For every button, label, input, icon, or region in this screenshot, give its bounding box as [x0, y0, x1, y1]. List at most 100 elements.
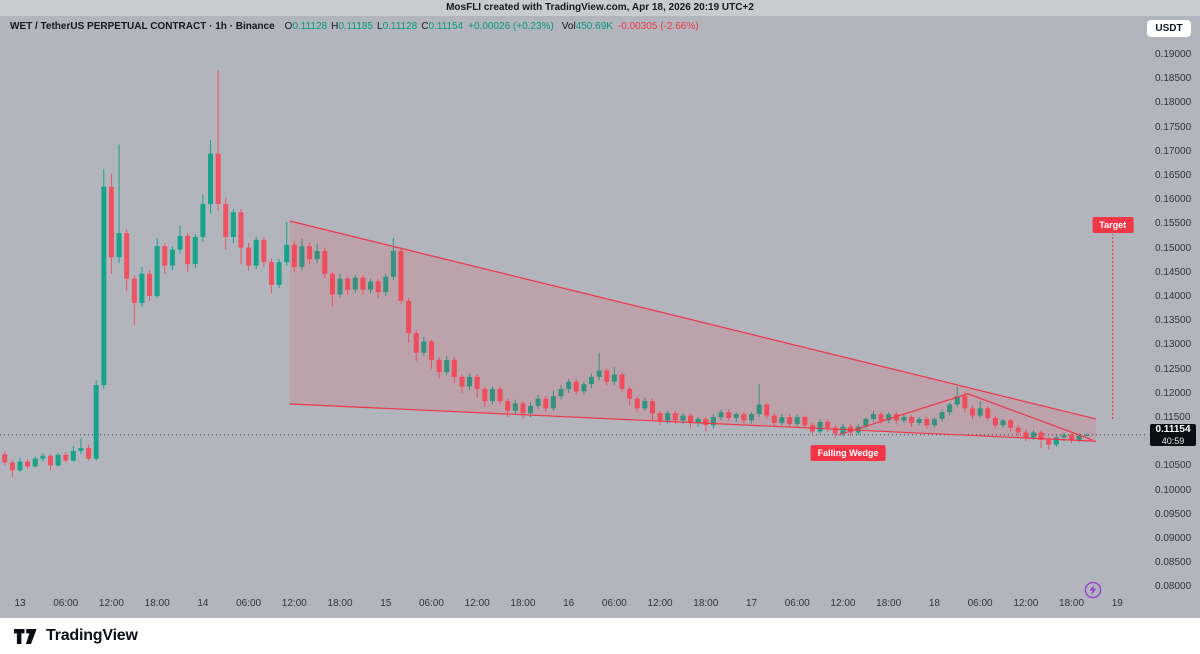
candle [55, 452, 61, 467]
candle [589, 373, 594, 388]
volume-label: Vol [561, 21, 576, 32]
candle [550, 389, 556, 411]
candle [360, 275, 366, 295]
tradingview-wordmark: TradingView [46, 627, 138, 644]
time-axis-label: 12:00 [281, 598, 307, 609]
time-axis-label: 16 [563, 598, 575, 609]
symbol-title: WET / TetherUS PERPETUAL CONTRACT · 1h ·… [10, 21, 275, 32]
candle [596, 352, 602, 381]
candle [497, 386, 503, 405]
candle [291, 241, 297, 272]
wedge-upper-trendline[interactable] [289, 220, 1097, 420]
candle [406, 297, 412, 343]
candle [162, 242, 168, 274]
chart-area[interactable]: WET / TetherUS PERPETUAL CONTRACT · 1h ·… [0, 16, 1200, 618]
price-axis-label: 0.18000 [1155, 97, 1192, 109]
candle [337, 273, 343, 298]
candle [139, 266, 145, 307]
candle [931, 417, 937, 428]
candle [581, 381, 587, 395]
time-axis-label: 06:00 [418, 598, 444, 609]
time-axis-label: 18:00 [693, 598, 719, 609]
wedge-lower-trendline[interactable] [289, 403, 1096, 442]
price-axis-label: 0.09000 [1155, 533, 1192, 544]
candle [200, 194, 206, 242]
candle [215, 70, 221, 211]
lightning-bolt-icon [1084, 581, 1102, 599]
currency-toggle-button[interactable]: USDT [1147, 20, 1191, 37]
candle [1069, 433, 1075, 444]
candle [634, 396, 640, 413]
candle [924, 417, 930, 429]
candle [383, 273, 389, 297]
candle [108, 173, 114, 274]
falling-wedge-drawing-label[interactable]: Falling Wedge [810, 445, 886, 461]
candle [314, 243, 320, 264]
tradingview-logo-icon [14, 628, 37, 644]
candle [147, 270, 153, 301]
candle [649, 398, 655, 421]
candle [413, 329, 419, 361]
candle [246, 242, 252, 271]
candle [992, 415, 998, 429]
candle [467, 373, 473, 390]
close-label: C [421, 21, 429, 32]
open-label: O [284, 21, 293, 32]
candle [756, 384, 762, 418]
time-axis-label: 17 [745, 598, 758, 609]
candle [375, 278, 381, 298]
candle [444, 356, 450, 376]
candle [566, 379, 572, 393]
candle [726, 409, 732, 421]
volume-value: 450.69K [575, 21, 613, 32]
candle [230, 208, 236, 243]
time-axis[interactable]: 13 06:00 12:00 18:00 14 06:00 12:00 18:00 15 06:0… [0, 598, 1200, 612]
tradingview-logo[interactable]: TradingView [14, 627, 138, 645]
time-axis-label: 06:00 [53, 598, 79, 609]
candle [695, 417, 701, 427]
time-axis-label: 15 [380, 598, 392, 609]
boost-flash-button[interactable] [1084, 581, 1102, 599]
price-axis[interactable]: 0.19000 0.18500 0.18000 0.17500 0.17000 0.165… [1152, 16, 1200, 618]
candle [32, 456, 38, 468]
candle [93, 380, 99, 461]
candle [421, 336, 427, 357]
candle [451, 357, 457, 384]
candle [642, 397, 648, 411]
candle [169, 246, 175, 271]
candle [802, 415, 808, 429]
time-axis-label: 12:00 [464, 598, 490, 609]
candle [688, 413, 694, 429]
candle [124, 229, 130, 292]
candle [909, 415, 915, 427]
candle [154, 237, 160, 298]
candle [459, 374, 465, 393]
candle [870, 410, 876, 422]
candle [116, 144, 122, 264]
candle [619, 372, 625, 392]
candle [47, 453, 53, 471]
high-value: 0.11185 [338, 21, 374, 32]
candle [1053, 434, 1059, 448]
price-axis-label: 0.11500 [1155, 412, 1191, 423]
candle [543, 396, 549, 413]
time-axis-label: 06:00 [236, 598, 262, 609]
candle [825, 418, 831, 432]
close-value: 0.11154 [428, 21, 464, 32]
candle [1023, 430, 1029, 442]
price-axis-label: 0.10500 [1155, 460, 1192, 472]
candle [208, 139, 213, 214]
chart-canvas[interactable] [0, 16, 1200, 618]
falling-wedge-fill[interactable] [289, 221, 1096, 442]
time-axis-label: 18:00 [144, 598, 170, 609]
candle [771, 413, 777, 427]
time-axis-label: 19 [1111, 598, 1123, 609]
candle [787, 414, 793, 427]
candle [985, 405, 991, 421]
price-axis-label: 0.12000 [1155, 387, 1192, 399]
time-axis-label: 18:00 [876, 598, 902, 609]
target-drawing-label[interactable]: Target [1092, 217, 1134, 234]
wedge-inner-trendline[interactable] [838, 393, 1093, 441]
symbol-legend[interactable]: WET / TetherUS PERPETUAL CONTRACT · 1h ·… [10, 21, 699, 32]
high-label: H [331, 21, 339, 32]
